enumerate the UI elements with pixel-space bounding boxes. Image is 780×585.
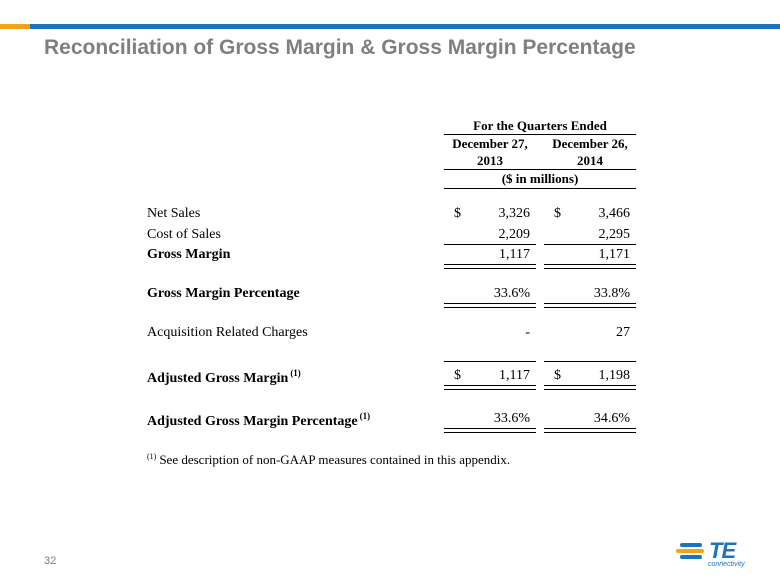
row-value-2-adjusted-gross-margin: 1,198 — [598, 368, 631, 383]
row-label-gross-margin: Gross Margin — [147, 247, 231, 262]
page-title: Reconciliation of Gross Margin & Gross M… — [44, 36, 636, 59]
gross-margin-double-rule-1 — [444, 264, 536, 269]
column-header-1-line2: 2013 — [477, 153, 503, 168]
row-value-1-net-sales: 3,326 — [498, 206, 531, 221]
row-value-2-net-sales: 3,466 — [598, 206, 631, 221]
footnote-text: See description of non-GAAP measures con… — [159, 452, 511, 467]
gross-margin-double-rule-2 — [544, 264, 636, 269]
logo-text: TE — [709, 538, 736, 563]
period-header: For the Quarters Ended — [473, 118, 607, 133]
row-value-2-gross-margin-percentage: 33.8% — [593, 286, 630, 301]
footnote: (1) See description of non-GAAP measures … — [147, 452, 510, 468]
units-rule — [444, 188, 636, 189]
row-value-2-acquisition-related-charges: 27 — [616, 325, 630, 340]
cost-of-sales-rule-1 — [444, 244, 536, 245]
row-dollar-2-net-sales: $ — [554, 206, 561, 221]
adjusted-gross-margin-label-text: Adjusted Gross Margin — [147, 371, 289, 386]
logo-swoosh-2 — [676, 549, 704, 553]
row-dollar-1-net-sales: $ — [454, 206, 461, 221]
row-label-cost-of-sales: Cost of Sales — [147, 227, 221, 242]
logo-swoosh-1 — [680, 543, 702, 547]
accent-bar-orange — [0, 24, 30, 29]
column-header-rule — [444, 169, 636, 170]
column-header-1-line1: December 27, — [452, 136, 528, 151]
adjusted-gm-double-rule-1 — [444, 385, 536, 390]
acquisition-charges-rule-1 — [444, 361, 536, 362]
row-label-adjusted-gross-margin-percentage: Adjusted Gross Margin Percentage (1) — [147, 411, 370, 430]
gm-percentage-double-rule-2 — [544, 303, 636, 308]
row-dollar-1-adjusted-gross-margin: $ — [454, 368, 461, 383]
adjusted-gm-percentage-label-text: Adjusted Gross Margin Percentage — [147, 414, 358, 429]
row-value-1-adjusted-gross-margin-percentage: 33.6% — [493, 411, 530, 426]
adjusted-gm-double-rule-2 — [544, 385, 636, 390]
row-label-gross-margin-percentage: Gross Margin Percentage — [147, 286, 300, 301]
gm-percentage-double-rule-1 — [444, 303, 536, 308]
row-dollar-2-adjusted-gross-margin: $ — [554, 368, 561, 383]
row-label-adjusted-gross-margin: Adjusted Gross Margin (1) — [147, 368, 301, 387]
row-value-1-acquisition-related-charges: - — [525, 325, 530, 340]
period-header-rule — [444, 134, 636, 135]
page-number: 32 — [44, 555, 57, 567]
acquisition-charges-rule-2 — [544, 361, 636, 362]
row-value-2-adjusted-gross-margin-percentage: 34.6% — [593, 411, 630, 426]
accent-bar-blue — [30, 24, 780, 29]
row-label-net-sales: Net Sales — [147, 206, 201, 221]
footnote-marker: (1) — [290, 368, 301, 378]
adjusted-gm-percentage-double-rule-2 — [544, 428, 636, 433]
footnote-marker: (1) — [359, 411, 371, 421]
row-value-2-gross-margin: 1,171 — [598, 247, 631, 262]
row-value-1-gross-margin-percentage: 33.6% — [493, 286, 530, 301]
cost-of-sales-rule-2 — [544, 244, 636, 245]
row-label-acquisition-related-charges: Acquisition Related Charges — [147, 325, 308, 340]
row-value-1-adjusted-gross-margin: 1,117 — [499, 368, 530, 383]
logo-subtext: connectivity — [708, 561, 745, 568]
row-value-2-cost-of-sales: 2,295 — [598, 227, 631, 242]
te-connectivity-logo-icon — [676, 543, 704, 559]
column-header-2-line2: 2014 — [577, 153, 603, 168]
row-value-1-cost-of-sales: 2,209 — [498, 227, 531, 242]
row-value-1-gross-margin: 1,117 — [499, 247, 530, 262]
adjusted-gm-percentage-double-rule-1 — [444, 428, 536, 433]
column-header-2-line1: December 26, — [552, 136, 628, 151]
header-accent-bar — [0, 24, 780, 29]
footnote-marker: (1) — [147, 452, 157, 461]
logo-swoosh-3 — [680, 555, 702, 559]
units-label: ($ in millions) — [501, 171, 579, 186]
